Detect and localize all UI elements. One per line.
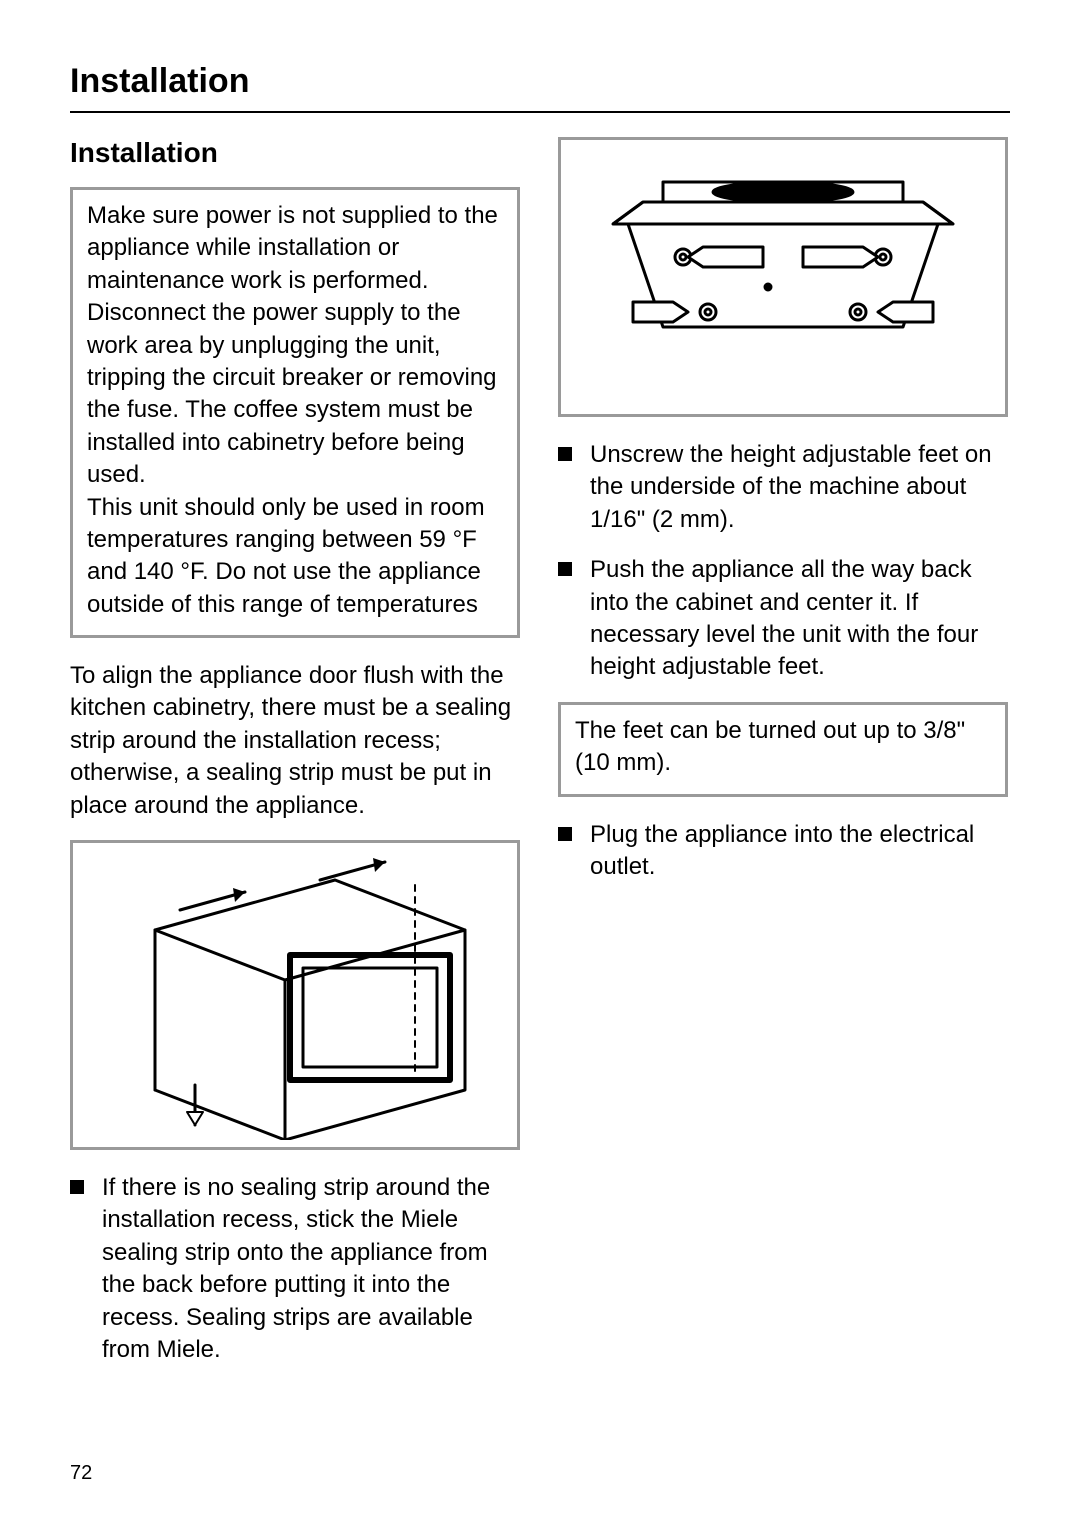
list-item: Unscrew the height adjustable feet on th… xyxy=(558,439,1008,536)
list-item: If there is no sealing strip around the … xyxy=(70,1172,520,1366)
bullet-list-right-bottom: Plug the appliance into the electrical o… xyxy=(558,819,1008,884)
bullet-list-left: If there is no sealing strip around the … xyxy=(70,1172,520,1366)
list-item: Plug the appliance into the electrical o… xyxy=(558,819,1008,884)
bullet-list-right-top: Unscrew the height adjustable feet on th… xyxy=(558,439,1008,684)
figure-right xyxy=(558,137,1008,417)
callout-text: The feet can be turned out up to 3/8" (1… xyxy=(575,715,991,780)
warning-callout-left: Make sure power is not supplied to the a… xyxy=(70,187,520,638)
figure-left xyxy=(70,840,520,1150)
page-number: 72 xyxy=(70,1462,92,1485)
list-item: Push the appliance all the way back into… xyxy=(558,554,1008,684)
section-title: Installation xyxy=(70,62,1010,113)
left-column: Installation Make sure power is not supp… xyxy=(70,137,520,1384)
appliance-isometric-icon xyxy=(85,850,505,1140)
appliance-underside-icon xyxy=(573,152,993,402)
body-paragraph: To align the appliance door flush with t… xyxy=(70,660,520,822)
page: Installation Installation Make sure powe… xyxy=(0,0,1080,1529)
two-column-layout: Installation Make sure power is not supp… xyxy=(70,137,1010,1384)
note-callout-right: The feet can be turned out up to 3/8" (1… xyxy=(558,702,1008,797)
subheading: Installation xyxy=(70,137,520,169)
right-column: Unscrew the height adjustable feet on th… xyxy=(558,137,1008,1384)
callout-text: Make sure power is not supplied to the a… xyxy=(87,200,503,621)
